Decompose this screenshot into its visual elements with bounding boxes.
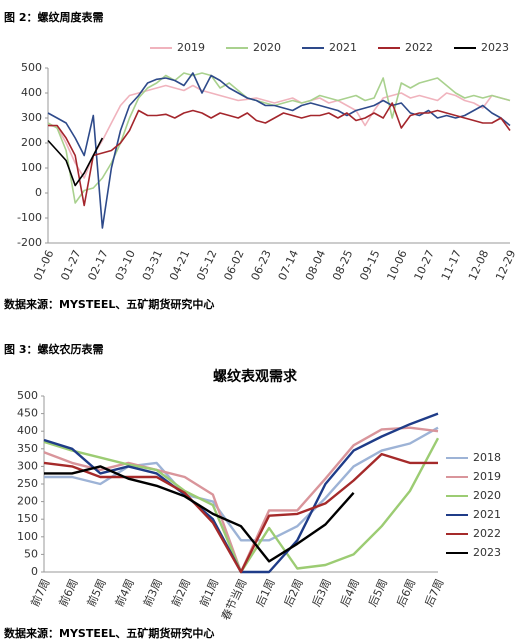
source: 数据来源：MYSTEEL、五矿期货研究中心 bbox=[4, 297, 214, 311]
series-line bbox=[44, 426, 439, 542]
y-tick-label: 450 bbox=[17, 407, 38, 420]
series-line bbox=[43, 426, 439, 574]
y-tick-label: 500 bbox=[21, 61, 42, 74]
x-tick-label: 07-14 bbox=[276, 248, 301, 282]
legend-label: 2019 bbox=[177, 41, 205, 54]
x-tick-label: 春节当周 bbox=[218, 577, 249, 623]
legend-label: 2020 bbox=[473, 489, 501, 502]
series-line bbox=[43, 412, 439, 574]
x-tick-label: 后1周 bbox=[254, 577, 278, 609]
y-tick-label: 500 bbox=[17, 389, 38, 402]
legend-label: 2023 bbox=[473, 546, 501, 559]
y-tick-label: 200 bbox=[17, 495, 38, 508]
x-tick-label: 12-29 bbox=[493, 248, 518, 282]
series-line bbox=[47, 72, 511, 229]
y-tick-label: 300 bbox=[17, 459, 38, 472]
x-tick-label: 前7周 bbox=[27, 577, 52, 609]
caption: 图 3：螺纹农历表需 bbox=[4, 342, 103, 356]
x-tick-label: 前5周 bbox=[84, 577, 109, 609]
x-tick-label: 后4周 bbox=[338, 577, 362, 609]
source: 数据来源：MYSTEEL、五矿期货研究中心 bbox=[4, 626, 214, 640]
y-tick-label: 100 bbox=[17, 530, 38, 543]
y-tick-label: 400 bbox=[17, 424, 38, 437]
x-tick-label: 后6周 bbox=[394, 577, 418, 609]
x-tick-label: 后5周 bbox=[366, 577, 390, 609]
x-tick-label: 前1周 bbox=[196, 577, 221, 609]
series-line bbox=[43, 452, 438, 574]
x-tick-label: 前4周 bbox=[112, 577, 137, 609]
x-tick-label: 09-15 bbox=[357, 248, 382, 282]
y-tick-label: 150 bbox=[17, 512, 38, 525]
y-tick-label: 0 bbox=[35, 186, 42, 199]
chart-title: 螺纹表观需求 bbox=[213, 368, 298, 385]
x-tick-label: 05-12 bbox=[194, 248, 219, 282]
legend-label: 2021 bbox=[473, 508, 501, 521]
y-tick-label: 400 bbox=[21, 86, 42, 99]
x-tick-label: 06-23 bbox=[249, 248, 274, 282]
legend-label: 2020 bbox=[253, 41, 281, 54]
x-tick-label: 02-17 bbox=[85, 248, 110, 282]
y-tick-label: 350 bbox=[17, 442, 38, 455]
y-tick-label: 0 bbox=[31, 565, 38, 578]
x-tick-label: 08-25 bbox=[330, 248, 355, 282]
x-tick-label: 前3周 bbox=[140, 577, 165, 609]
legend-label: 2022 bbox=[473, 527, 501, 540]
x-tick-label: 11-17 bbox=[439, 248, 464, 282]
y-tick-label: 300 bbox=[21, 111, 42, 124]
x-tick-label: 后3周 bbox=[310, 577, 334, 609]
series-line bbox=[44, 465, 355, 563]
x-tick-label: 03-10 bbox=[113, 248, 138, 282]
x-tick-label: 08-04 bbox=[303, 248, 328, 282]
y-tick-label: 50 bbox=[24, 547, 38, 560]
x-tick-label: 04-21 bbox=[167, 248, 192, 282]
x-tick-label: 03-31 bbox=[140, 248, 165, 282]
legend-label: 2023 bbox=[481, 41, 509, 54]
x-tick-label: 后2周 bbox=[282, 577, 306, 609]
y-tick-label: -200 bbox=[17, 236, 42, 249]
series-line bbox=[47, 137, 104, 187]
legend-label: 2019 bbox=[473, 470, 501, 483]
caption: 图 2：螺纹周度表需 bbox=[4, 10, 103, 24]
x-tick-label: 01-27 bbox=[58, 248, 83, 282]
legend-label: 2018 bbox=[473, 451, 501, 464]
x-tick-label: 01-06 bbox=[31, 248, 56, 282]
x-tick-label: 前6周 bbox=[56, 577, 81, 609]
legend-label: 2022 bbox=[405, 41, 433, 54]
series-line bbox=[48, 102, 511, 207]
x-tick-label: 10-06 bbox=[384, 248, 409, 282]
x-tick-label: 06-02 bbox=[221, 248, 246, 282]
series-line bbox=[47, 84, 511, 179]
y-tick-label: 200 bbox=[21, 136, 42, 149]
x-tick-label: 12-08 bbox=[466, 248, 491, 282]
y-tick-label: 100 bbox=[21, 161, 42, 174]
series-line bbox=[47, 72, 511, 204]
y-tick-label: -100 bbox=[17, 211, 42, 224]
legend-label: 2021 bbox=[329, 41, 357, 54]
x-tick-label: 10-27 bbox=[412, 248, 437, 282]
x-tick-label: 后7周 bbox=[422, 577, 446, 609]
y-tick-label: 250 bbox=[17, 477, 38, 490]
x-tick-label: 前2周 bbox=[168, 577, 193, 609]
